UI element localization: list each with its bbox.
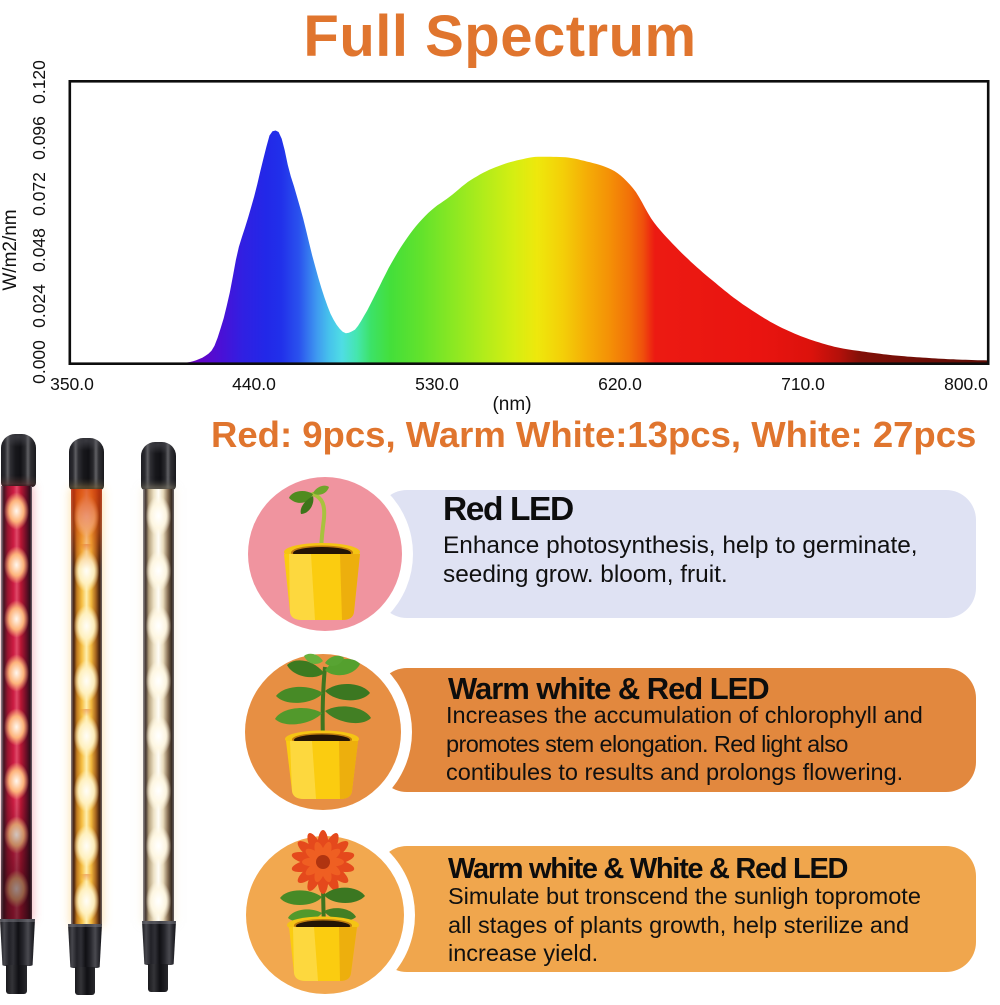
svg-text:0.072: 0.072 (29, 172, 49, 216)
svg-text:W/m2/nm: W/m2/nm (0, 209, 21, 290)
svg-text:440.0: 440.0 (232, 374, 276, 394)
svg-text:620.0: 620.0 (598, 374, 642, 394)
svg-text:0.024: 0.024 (29, 284, 49, 328)
svg-text:530.0: 530.0 (415, 374, 459, 394)
svg-text:(nm): (nm) (492, 394, 531, 415)
svg-text:0.048: 0.048 (29, 228, 49, 272)
svg-text:800.0: 800.0 (944, 374, 988, 394)
svg-text:0.120: 0.120 (29, 60, 49, 104)
svg-text:710.0: 710.0 (781, 374, 825, 394)
svg-text:0.000: 0.000 (29, 340, 49, 384)
svg-text:350.0: 350.0 (50, 374, 94, 394)
svg-text:0.096: 0.096 (29, 116, 49, 160)
